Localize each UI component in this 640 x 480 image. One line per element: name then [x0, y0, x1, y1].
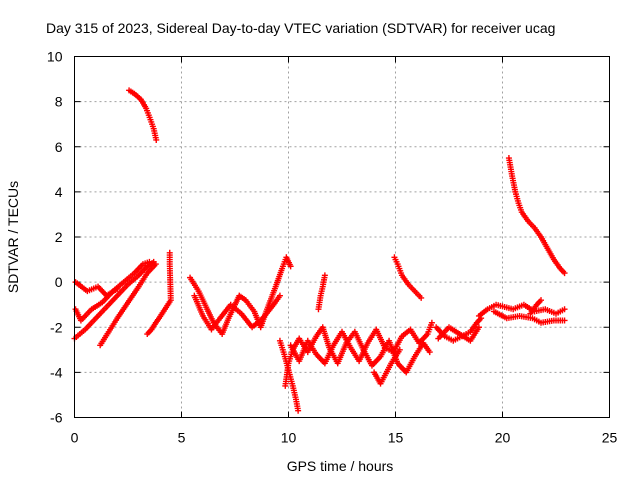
y-tick-label: -6	[50, 410, 63, 426]
data-point	[538, 297, 545, 304]
data-point	[428, 319, 435, 326]
data-point	[152, 261, 159, 268]
data-point	[276, 292, 283, 299]
data-point	[295, 407, 302, 414]
x-tick-label: 5	[178, 430, 186, 446]
y-tick-label: -4	[50, 364, 63, 380]
x-tick-label: 10	[281, 430, 297, 446]
data-point	[153, 136, 160, 143]
y-tick-label: 0	[55, 274, 63, 290]
grid	[74, 56, 610, 418]
data-point	[475, 324, 482, 331]
data-point	[418, 294, 425, 301]
x-tick-labels: 0 5 10 15 20 25	[71, 430, 618, 446]
x-tick-label: 0	[71, 430, 79, 446]
data-point	[166, 249, 173, 256]
data-point	[114, 285, 121, 292]
data-point	[561, 306, 568, 313]
data-point	[396, 346, 403, 353]
x-tick-label: 20	[495, 430, 511, 446]
y-tick-label: 2	[55, 229, 63, 245]
data-point	[426, 349, 433, 356]
y-tick-label: 8	[55, 94, 63, 110]
y-tick-label: -2	[50, 319, 63, 335]
x-tick-label: 15	[388, 430, 404, 446]
data-points	[71, 87, 568, 414]
y-tick-label: 10	[47, 49, 63, 65]
y-tick-label: 6	[55, 139, 63, 155]
data-point	[561, 317, 568, 324]
plot-frame	[74, 56, 610, 418]
x-tick-label: 25	[602, 430, 618, 446]
y-tick-label: 4	[55, 184, 63, 200]
data-point	[561, 270, 568, 277]
y-axis-label: SDTVAR / TECUs	[5, 181, 21, 293]
data-point	[321, 272, 328, 279]
y-tick-labels: -6 -4 -2 0 2 4 6 8 10	[47, 49, 63, 426]
chart-title: Day 315 of 2023, Sidereal Day-to-day VTE…	[46, 20, 555, 36]
data-point	[287, 263, 294, 270]
x-axis-label: GPS time / hours	[287, 458, 394, 474]
